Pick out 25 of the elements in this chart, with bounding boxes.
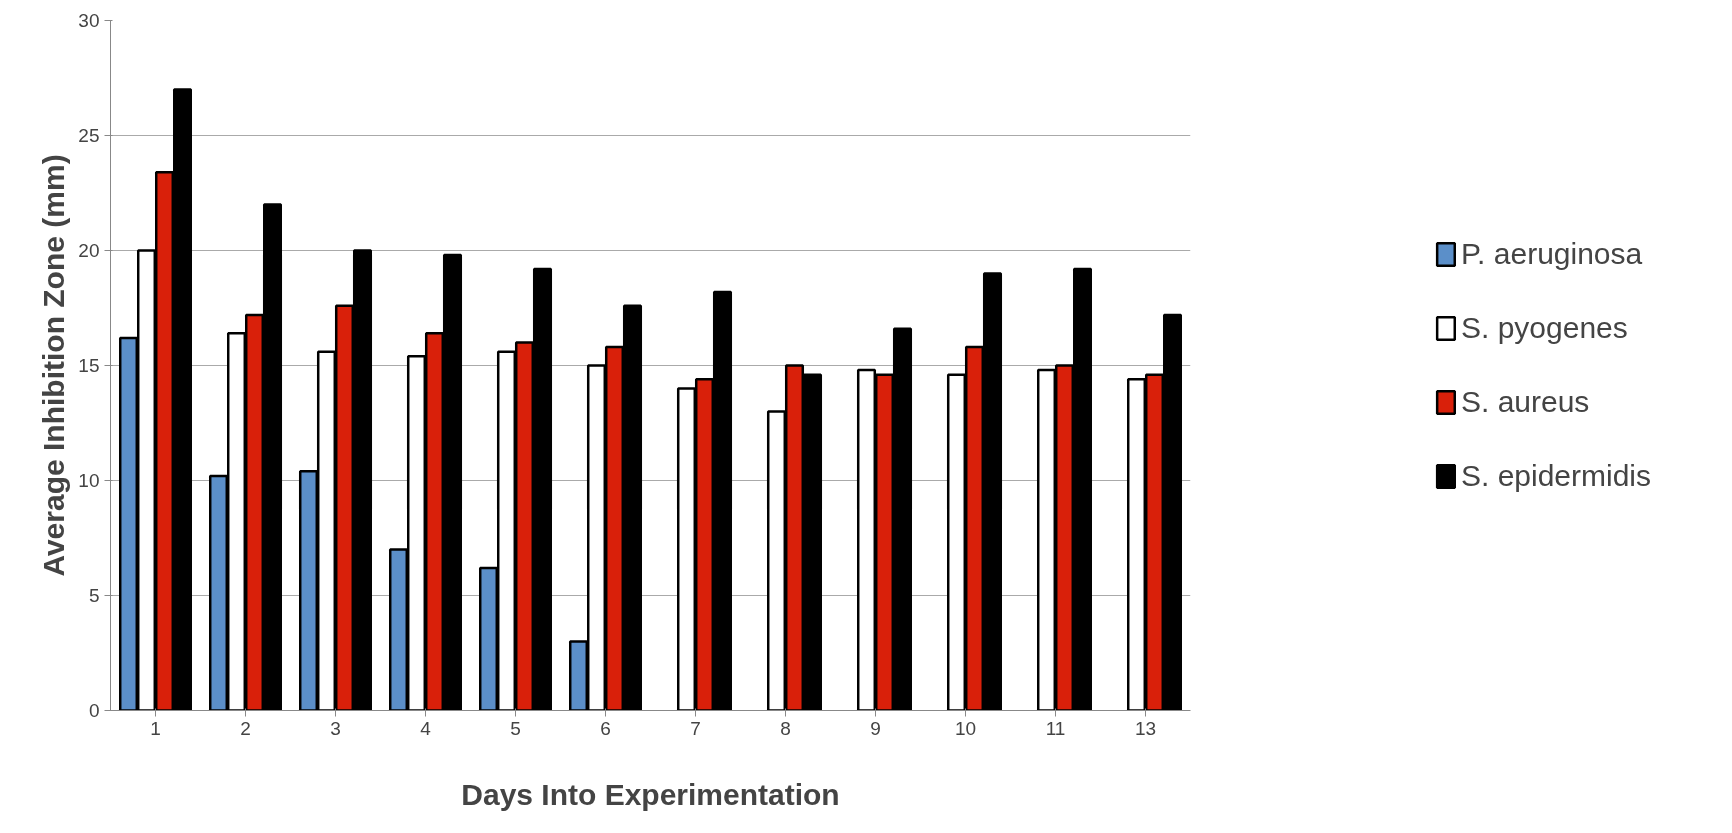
x-tick-label: 1 — [150, 717, 161, 739]
legend-label: S. aureus — [1460, 385, 1590, 419]
x-tick-label: 7 — [690, 717, 701, 739]
x-tick-label: 11 — [1045, 717, 1066, 739]
y-tick-label: 0 — [88, 700, 100, 721]
y-tick-label: 20 — [78, 240, 100, 261]
legend-label: P. aeruginosa — [1460, 237, 1643, 271]
legend-label: S. epidermidis — [1460, 459, 1652, 493]
y-tick-label: 5 — [88, 585, 100, 606]
x-tick-label: 3 — [330, 717, 341, 739]
x-tick-label: 6 — [600, 717, 611, 739]
y-tick-label: 10 — [78, 470, 100, 491]
x-tick-label: 9 — [870, 717, 881, 739]
x-tick-label: 2 — [240, 717, 251, 739]
y-tick-label: 25 — [78, 125, 100, 146]
x-tick-label: 10 — [954, 717, 977, 739]
x-tick-label: 4 — [420, 717, 432, 739]
legend-label: S. pyogenes — [1460, 311, 1628, 345]
x-tick-label: 8 — [780, 717, 791, 739]
y-axis-title: Average Inhibition Zone (mm) — [37, 154, 71, 577]
x-tick-label: 5 — [510, 717, 521, 739]
x-axis-title: Days Into Experimentation — [461, 777, 840, 811]
y-tick-label: 30 — [78, 10, 100, 31]
x-tick-label: 13 — [1134, 717, 1157, 739]
y-tick-label: 15 — [78, 355, 100, 376]
